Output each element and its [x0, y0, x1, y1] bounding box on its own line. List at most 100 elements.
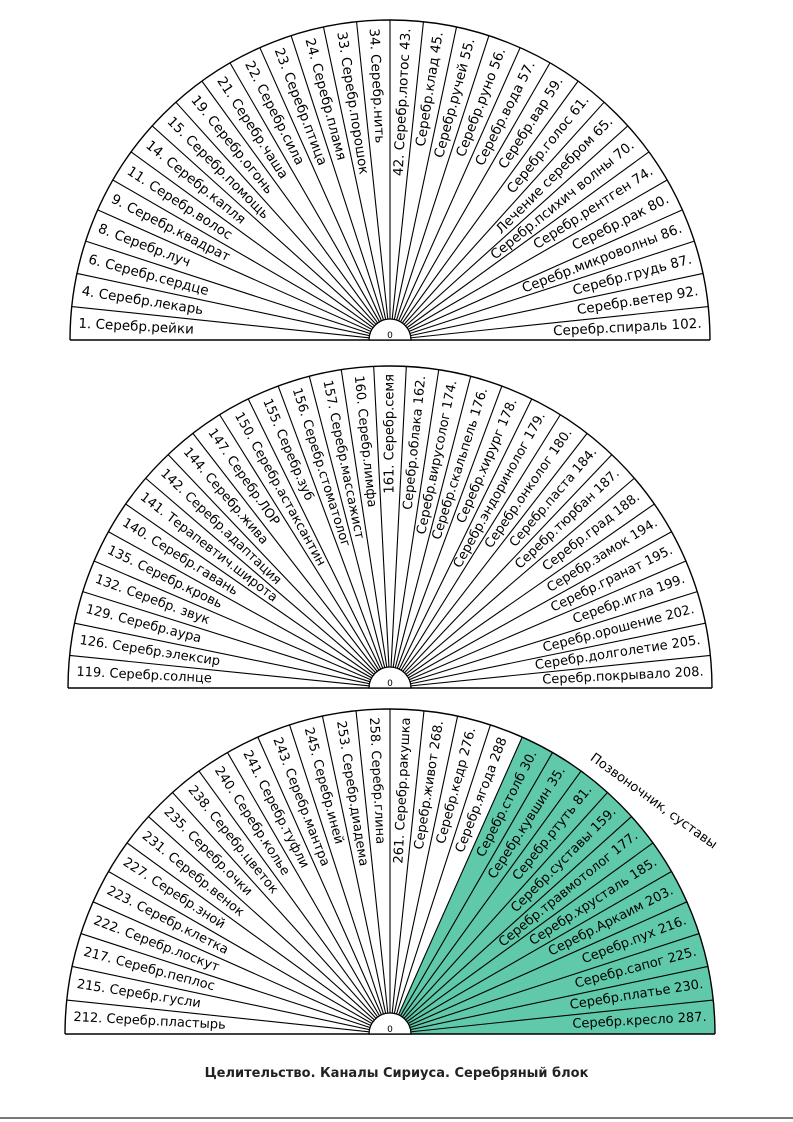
sector-divider [389, 654, 711, 689]
sector-divider [389, 842, 654, 1035]
sector-divider [389, 591, 698, 689]
highlight-sector [390, 792, 632, 1034]
sector-divider [389, 736, 523, 1035]
hub-label: 0 [387, 1025, 393, 1035]
sector-divider [108, 531, 391, 689]
channel-label: Серебр.кресло 287. [572, 1010, 707, 1032]
highlight-sector [390, 901, 700, 1034]
channel-label: 119. Серебр.солнце [76, 665, 212, 687]
sector-divider [321, 715, 391, 1035]
sector-divider [389, 35, 490, 341]
highlight-sector [390, 816, 653, 1034]
sector-divider [172, 792, 391, 1035]
page-caption: Целительство. Каналы Сириуса. Серебряный… [204, 1066, 589, 1081]
sector-divider [69, 654, 391, 689]
sector-divider [219, 414, 391, 689]
sector-divider [308, 376, 391, 689]
sector-divider [227, 752, 391, 1035]
sector-divider [389, 179, 668, 341]
sector-divider [340, 369, 391, 689]
sector-divider [389, 560, 687, 689]
sector-divider [389, 26, 458, 341]
sector-divider [389, 366, 407, 689]
bottom-rule [0, 1117, 793, 1119]
sector-divider [389, 306, 709, 341]
sector-divider [66, 999, 391, 1035]
fan-background [68, 366, 712, 688]
sector-divider [389, 503, 655, 689]
sector-divider [229, 62, 391, 341]
hub-label: 0 [387, 331, 393, 341]
sector-divider [148, 816, 391, 1035]
sector-divider [389, 272, 704, 341]
center-hub [368, 318, 412, 341]
sector-divider [373, 366, 391, 689]
outer-arc [69, 19, 711, 341]
sector-divider [175, 101, 391, 341]
sector-divider [198, 770, 391, 1035]
sector-divider [389, 151, 650, 341]
sector-divider [389, 477, 635, 689]
sector-divider [389, 47, 521, 341]
sector-divider [289, 724, 391, 1035]
sector-divider [257, 736, 391, 1035]
sector-divider [151, 125, 391, 341]
channel-label: 42. Серебр.лотос 43. [391, 28, 415, 176]
sector-divider [277, 385, 391, 689]
channel-label: 1. Серебр.рейки [78, 316, 194, 338]
sector-divider [389, 125, 629, 341]
sector-divider [389, 240, 695, 341]
sector-divider [389, 101, 605, 341]
sector-divider [167, 454, 391, 689]
highlight-sector [390, 771, 608, 1034]
sector-divider [125, 503, 391, 689]
sector-divider [259, 47, 391, 341]
center-hub [368, 1012, 412, 1035]
highlight-sector [390, 737, 553, 1034]
sector-divider [130, 151, 391, 341]
sector-divider [126, 842, 391, 1035]
sector-divider [145, 477, 391, 689]
sector-divider [322, 26, 391, 341]
sector-divider [389, 433, 588, 689]
hub-label: 0 [387, 679, 393, 689]
channel-label: Серебр.спираль 102. [553, 316, 702, 340]
sector-divider [389, 369, 440, 689]
channel-label: 161. Серебр.семя [383, 374, 398, 494]
sector-divider [389, 770, 582, 1035]
sector-divider [389, 21, 424, 341]
sector-divider [290, 35, 391, 341]
sector-divider [74, 622, 391, 689]
sector-divider [389, 80, 579, 341]
sector-divider [201, 80, 391, 341]
outer-arc [67, 365, 713, 689]
center-hub [368, 666, 412, 689]
sector-divider [85, 240, 391, 341]
sector-divider [389, 710, 425, 1035]
sector-divider [389, 933, 700, 1035]
highlight-sector [390, 933, 708, 1034]
sector-divider [389, 724, 491, 1035]
sector-divider [389, 385, 503, 689]
sector-divider [71, 965, 391, 1035]
sector-divider [389, 398, 533, 689]
highlight-sector [390, 842, 672, 1034]
channel-label: 258. Серебр.глина [366, 717, 388, 844]
sector-divider [82, 591, 391, 689]
sector-divider [389, 454, 613, 689]
sector-divider [389, 209, 683, 341]
sector-divider [356, 21, 391, 341]
sector-divider [247, 398, 391, 689]
sector-divider [97, 209, 391, 341]
sector-divider [71, 306, 391, 341]
highlight-sector [390, 752, 582, 1034]
sector-divider [389, 901, 688, 1035]
sector-divider [355, 710, 391, 1035]
channel-label: 34. Серебр.нить [366, 28, 388, 144]
sector-divider [389, 414, 561, 689]
sector-divider [389, 62, 551, 341]
